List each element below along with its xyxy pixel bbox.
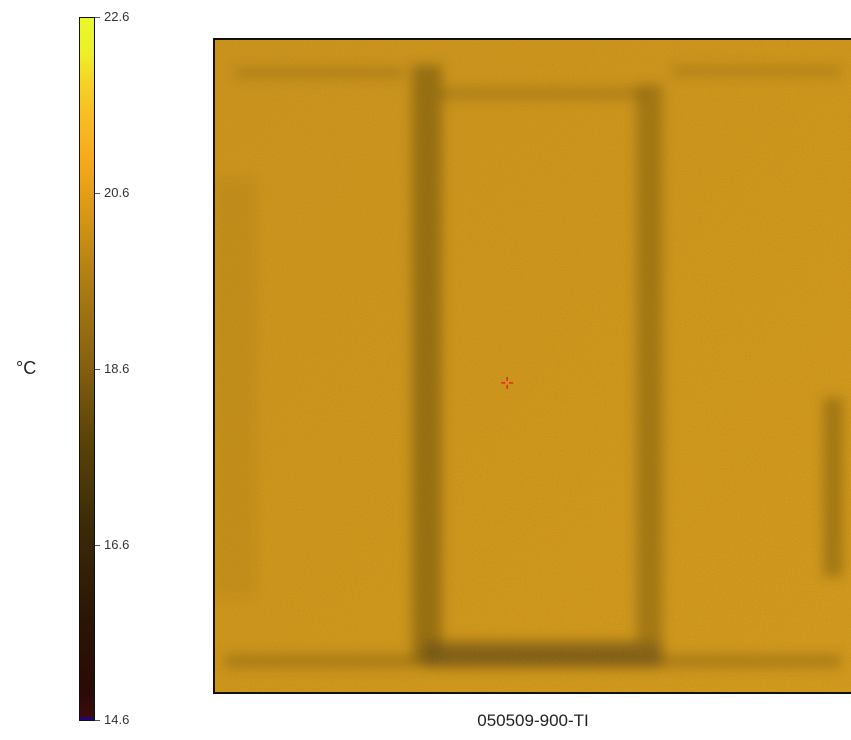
tick-mark bbox=[95, 17, 100, 18]
tick-mark bbox=[95, 369, 100, 370]
tick-label-min: 14.6 bbox=[104, 712, 130, 727]
tick-label: 16.6 bbox=[104, 537, 130, 552]
thermal-image-frame bbox=[213, 38, 851, 694]
tick-mark bbox=[95, 193, 100, 194]
image-caption: 050509-900-TI bbox=[477, 711, 589, 730]
tick-label: 18.6 bbox=[104, 361, 130, 376]
thermal-noise bbox=[215, 40, 851, 692]
tick-mark bbox=[95, 545, 100, 546]
temperature-unit-label: °C bbox=[16, 358, 37, 378]
color-scale-bar bbox=[79, 17, 95, 721]
tick-label-max: 22.6 bbox=[104, 9, 130, 24]
tick-mark bbox=[95, 720, 100, 721]
tick-label: 20.6 bbox=[104, 185, 130, 200]
thermal-image bbox=[215, 40, 851, 692]
crosshair-icon bbox=[501, 376, 514, 389]
